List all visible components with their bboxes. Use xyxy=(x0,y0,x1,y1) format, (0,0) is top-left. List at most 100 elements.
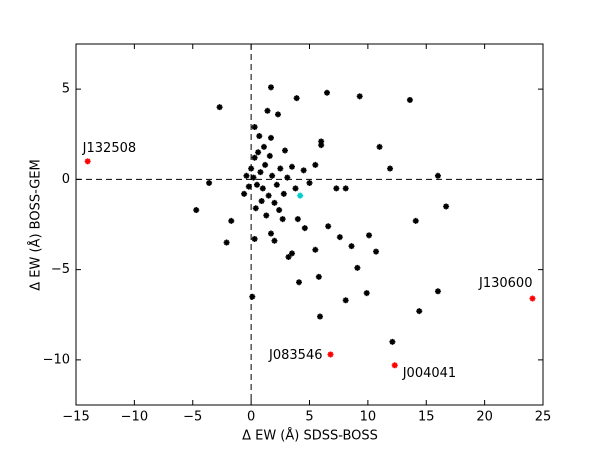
x-tick-label: −5 xyxy=(183,410,202,425)
point xyxy=(285,253,292,260)
point xyxy=(342,297,349,304)
point-label: J004041 xyxy=(402,366,456,381)
point xyxy=(258,198,265,205)
point xyxy=(315,273,322,280)
point xyxy=(252,205,259,212)
point xyxy=(262,161,269,168)
point xyxy=(274,111,281,118)
point xyxy=(241,190,248,197)
point xyxy=(264,107,271,114)
point xyxy=(376,143,383,150)
point xyxy=(317,313,324,320)
point xyxy=(267,84,274,91)
point xyxy=(266,152,273,159)
point xyxy=(412,217,419,224)
x-tick-label: 15 xyxy=(418,410,435,425)
point xyxy=(251,235,258,242)
point xyxy=(248,165,255,172)
point xyxy=(406,96,413,103)
point xyxy=(263,212,270,219)
point xyxy=(277,165,284,172)
point xyxy=(342,185,349,192)
point xyxy=(294,216,301,223)
point-label: J130600 xyxy=(478,276,532,291)
point xyxy=(257,169,264,176)
point xyxy=(312,161,319,168)
point xyxy=(292,185,299,192)
point xyxy=(301,225,308,232)
point xyxy=(206,179,213,186)
point xyxy=(228,217,235,224)
point xyxy=(243,172,250,179)
point xyxy=(387,165,394,172)
y-tick-label: −5 xyxy=(51,262,70,277)
x-tick-label: 0 xyxy=(247,410,255,425)
point xyxy=(293,95,300,102)
point xyxy=(260,143,267,150)
point xyxy=(356,93,363,100)
point xyxy=(276,207,283,214)
y-tick-label: 0 xyxy=(62,172,70,187)
point xyxy=(288,250,295,257)
x-tick-label: 25 xyxy=(535,410,552,425)
point xyxy=(249,293,256,300)
point xyxy=(327,351,334,358)
point xyxy=(269,172,276,179)
point xyxy=(259,185,266,192)
point xyxy=(348,243,355,250)
point xyxy=(312,246,319,253)
point xyxy=(267,230,274,237)
point xyxy=(324,89,331,96)
y-axis-label: Δ EW (Å) BOSS-GEM xyxy=(28,159,44,291)
y-tick-label: 5 xyxy=(62,82,70,97)
point xyxy=(288,163,295,170)
point xyxy=(250,174,257,181)
point xyxy=(295,279,302,286)
x-tick-label: 20 xyxy=(476,410,493,425)
point xyxy=(389,338,396,345)
point xyxy=(253,181,260,188)
point xyxy=(255,149,262,156)
point xyxy=(416,308,423,315)
point xyxy=(434,288,441,295)
point xyxy=(193,207,200,214)
point xyxy=(306,179,313,186)
x-tick-label: 5 xyxy=(305,410,313,425)
point xyxy=(265,192,272,199)
x-tick-label: −10 xyxy=(121,410,148,425)
point xyxy=(271,199,278,206)
point xyxy=(245,183,252,190)
y-tick-label: −10 xyxy=(43,352,70,367)
point xyxy=(251,124,258,131)
point-label: J132508 xyxy=(82,141,136,156)
point xyxy=(251,154,258,161)
x-tick-label: 10 xyxy=(360,410,377,425)
point xyxy=(333,185,340,192)
point xyxy=(391,362,398,369)
x-axis-label: Δ EW (Å) SDSS-BOSS xyxy=(242,428,378,444)
point xyxy=(529,295,536,302)
point xyxy=(223,239,230,246)
plot-frame xyxy=(75,43,544,406)
point-label: J083546 xyxy=(268,348,322,363)
point xyxy=(280,190,287,197)
point xyxy=(84,158,91,165)
point xyxy=(318,138,325,145)
point xyxy=(300,167,307,174)
x-tick-label: −15 xyxy=(62,410,89,425)
point xyxy=(318,142,325,149)
point xyxy=(363,290,370,297)
point xyxy=(281,147,288,154)
point xyxy=(267,134,274,141)
point xyxy=(443,203,450,210)
point xyxy=(271,237,278,244)
point xyxy=(336,234,343,241)
point xyxy=(297,192,304,199)
point xyxy=(273,181,280,188)
point xyxy=(366,232,373,239)
point xyxy=(373,248,380,255)
point xyxy=(354,264,361,271)
point xyxy=(279,216,286,223)
